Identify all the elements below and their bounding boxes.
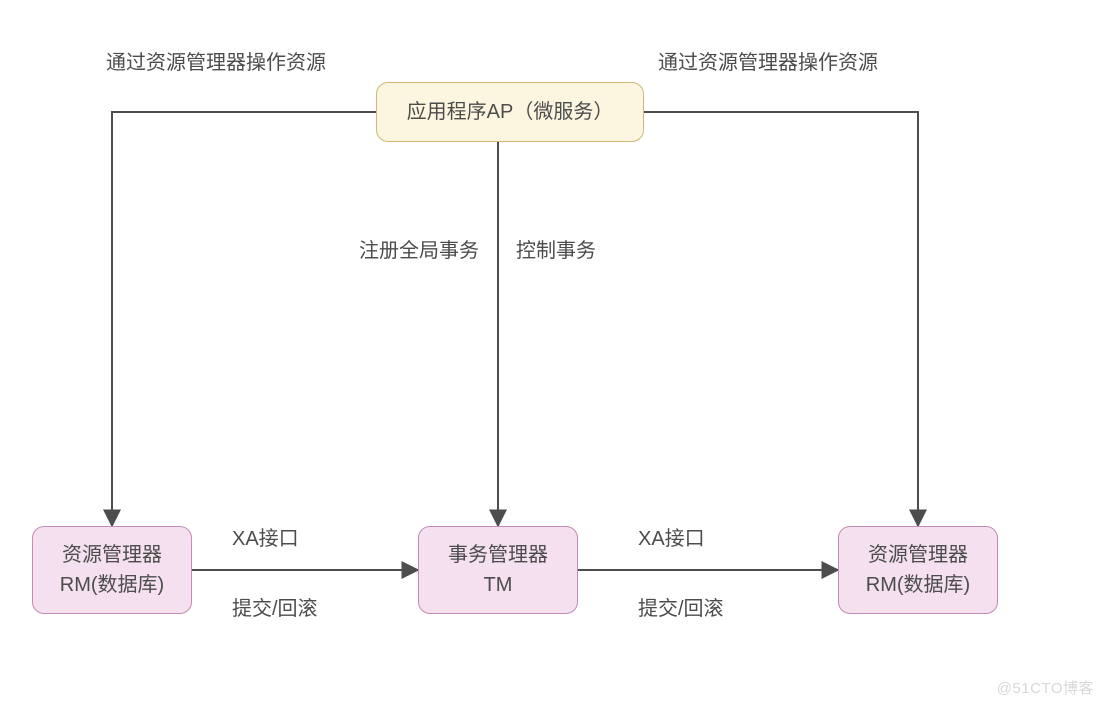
edge-ap-to-rm-left bbox=[112, 112, 376, 526]
node-rm-right-line1: 资源管理器 bbox=[868, 540, 968, 570]
label-mid-right: 控制事务 bbox=[516, 234, 596, 263]
node-tm-line1: 事务管理器 bbox=[448, 540, 548, 570]
label-commit-right: 提交/回滚 bbox=[638, 592, 724, 621]
node-ap: 应用程序AP（微服务） bbox=[376, 82, 644, 142]
node-rm-right: 资源管理器 RM(数据库) bbox=[838, 526, 998, 614]
label-xa-left: XA接口 bbox=[232, 522, 299, 551]
node-ap-line1: 应用程序AP（微服务） bbox=[407, 97, 614, 127]
node-rm-left-line1: 资源管理器 bbox=[62, 540, 162, 570]
label-top-right: 通过资源管理器操作资源 bbox=[658, 46, 878, 75]
label-mid-left: 注册全局事务 bbox=[359, 234, 479, 263]
watermark: @51CTO博客 bbox=[997, 677, 1094, 698]
node-rm-right-line2: RM(数据库) bbox=[866, 570, 970, 600]
node-tm: 事务管理器 TM bbox=[418, 526, 578, 614]
label-top-left: 通过资源管理器操作资源 bbox=[106, 46, 326, 75]
node-rm-left-line2: RM(数据库) bbox=[60, 570, 164, 600]
label-xa-right: XA接口 bbox=[638, 522, 705, 551]
edge-ap-to-rm-right bbox=[644, 112, 918, 526]
node-tm-line2: TM bbox=[484, 570, 513, 600]
node-rm-left: 资源管理器 RM(数据库) bbox=[32, 526, 192, 614]
label-commit-left: 提交/回滚 bbox=[232, 592, 318, 621]
